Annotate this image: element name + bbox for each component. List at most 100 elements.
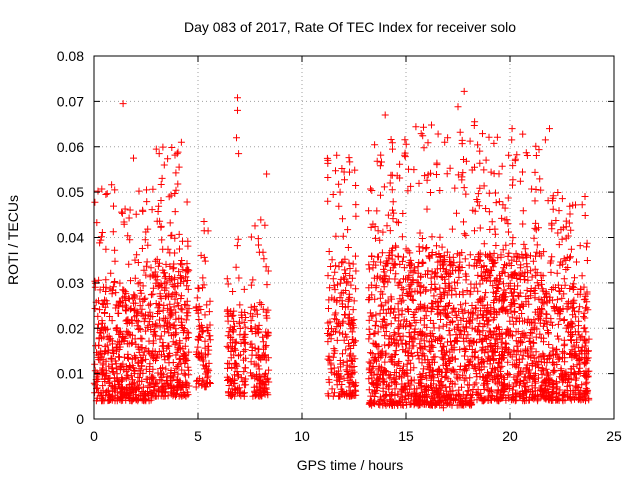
data-point bbox=[491, 349, 499, 356]
data-point bbox=[132, 396, 140, 404]
data-point bbox=[485, 307, 493, 315]
data-point bbox=[346, 265, 354, 272]
data-point bbox=[204, 368, 211, 376]
data-point bbox=[475, 296, 483, 304]
data-point bbox=[165, 293, 172, 301]
data-point bbox=[371, 141, 379, 149]
data-point bbox=[341, 255, 349, 263]
x-tick-label: 25 bbox=[606, 428, 622, 444]
data-point bbox=[327, 359, 335, 367]
data-point bbox=[395, 279, 403, 287]
data-point bbox=[500, 303, 508, 311]
data-point bbox=[91, 360, 99, 368]
data-point bbox=[133, 317, 141, 324]
data-point bbox=[346, 272, 354, 280]
data-point bbox=[173, 150, 181, 158]
data-point bbox=[422, 287, 430, 295]
data-point bbox=[444, 338, 451, 346]
data-point bbox=[254, 329, 262, 337]
data-point bbox=[406, 333, 414, 341]
data-point bbox=[255, 248, 263, 256]
data-point bbox=[368, 374, 376, 382]
data-point bbox=[234, 94, 241, 102]
data-point bbox=[460, 230, 468, 238]
data-point bbox=[124, 316, 132, 324]
data-point bbox=[492, 189, 499, 197]
data-point bbox=[450, 366, 458, 374]
data-point bbox=[410, 316, 418, 324]
data-point bbox=[569, 286, 577, 293]
data-point bbox=[436, 297, 444, 305]
data-point bbox=[365, 316, 373, 324]
data-point bbox=[554, 189, 562, 196]
data-point bbox=[405, 394, 413, 402]
data-point bbox=[576, 303, 584, 311]
data-point bbox=[527, 343, 535, 351]
data-point bbox=[153, 354, 161, 362]
data-point bbox=[513, 151, 521, 159]
data-point bbox=[555, 287, 563, 295]
data-point bbox=[339, 232, 347, 240]
data-point bbox=[509, 383, 517, 391]
data-point bbox=[468, 166, 476, 174]
data-point bbox=[176, 245, 183, 253]
data-point bbox=[459, 334, 467, 342]
data-point bbox=[175, 230, 183, 238]
data-point bbox=[368, 281, 376, 289]
data-point bbox=[367, 312, 375, 320]
data-point bbox=[254, 235, 262, 243]
data-point bbox=[365, 296, 373, 303]
data-point bbox=[444, 314, 452, 321]
data-point bbox=[182, 316, 190, 324]
data-point bbox=[100, 397, 108, 405]
data-point bbox=[184, 334, 192, 341]
data-point bbox=[201, 337, 209, 345]
data-point bbox=[338, 165, 346, 172]
data-point bbox=[97, 233, 105, 241]
data-point bbox=[102, 297, 110, 305]
data-point bbox=[490, 356, 498, 364]
data-point bbox=[171, 274, 179, 282]
data-point bbox=[399, 332, 407, 340]
data-point bbox=[420, 144, 428, 152]
data-point bbox=[371, 356, 379, 364]
data-point bbox=[138, 362, 145, 370]
data-point bbox=[566, 202, 574, 210]
data-point bbox=[205, 308, 213, 316]
data-point bbox=[98, 185, 106, 193]
data-point bbox=[473, 339, 480, 347]
data-point bbox=[169, 265, 177, 273]
data-point bbox=[134, 359, 142, 367]
data-point bbox=[387, 320, 395, 328]
data-point bbox=[551, 367, 559, 375]
data-point bbox=[247, 358, 255, 366]
data-point bbox=[102, 191, 110, 198]
data-point bbox=[476, 224, 484, 232]
data-point bbox=[484, 353, 492, 361]
data-point bbox=[159, 143, 167, 151]
data-point bbox=[118, 376, 126, 384]
data-point bbox=[167, 367, 175, 374]
data-point bbox=[425, 401, 432, 408]
data-point bbox=[138, 388, 146, 395]
data-point bbox=[453, 371, 461, 379]
data-point bbox=[409, 297, 417, 304]
data-point bbox=[372, 234, 379, 242]
data-point bbox=[396, 365, 404, 372]
data-point bbox=[399, 210, 407, 217]
data-point bbox=[461, 255, 469, 263]
data-point bbox=[225, 376, 233, 383]
x-tick-label: 20 bbox=[502, 428, 518, 444]
data-point bbox=[116, 279, 124, 287]
data-point bbox=[157, 392, 165, 400]
data-point bbox=[433, 384, 441, 392]
data-point bbox=[140, 397, 148, 405]
data-point bbox=[428, 233, 436, 241]
data-point bbox=[160, 161, 168, 169]
data-point bbox=[96, 306, 104, 314]
data-point bbox=[250, 305, 258, 313]
data-point bbox=[551, 307, 559, 315]
data-point bbox=[488, 257, 496, 265]
data-point bbox=[552, 217, 560, 224]
data-point bbox=[526, 366, 533, 374]
